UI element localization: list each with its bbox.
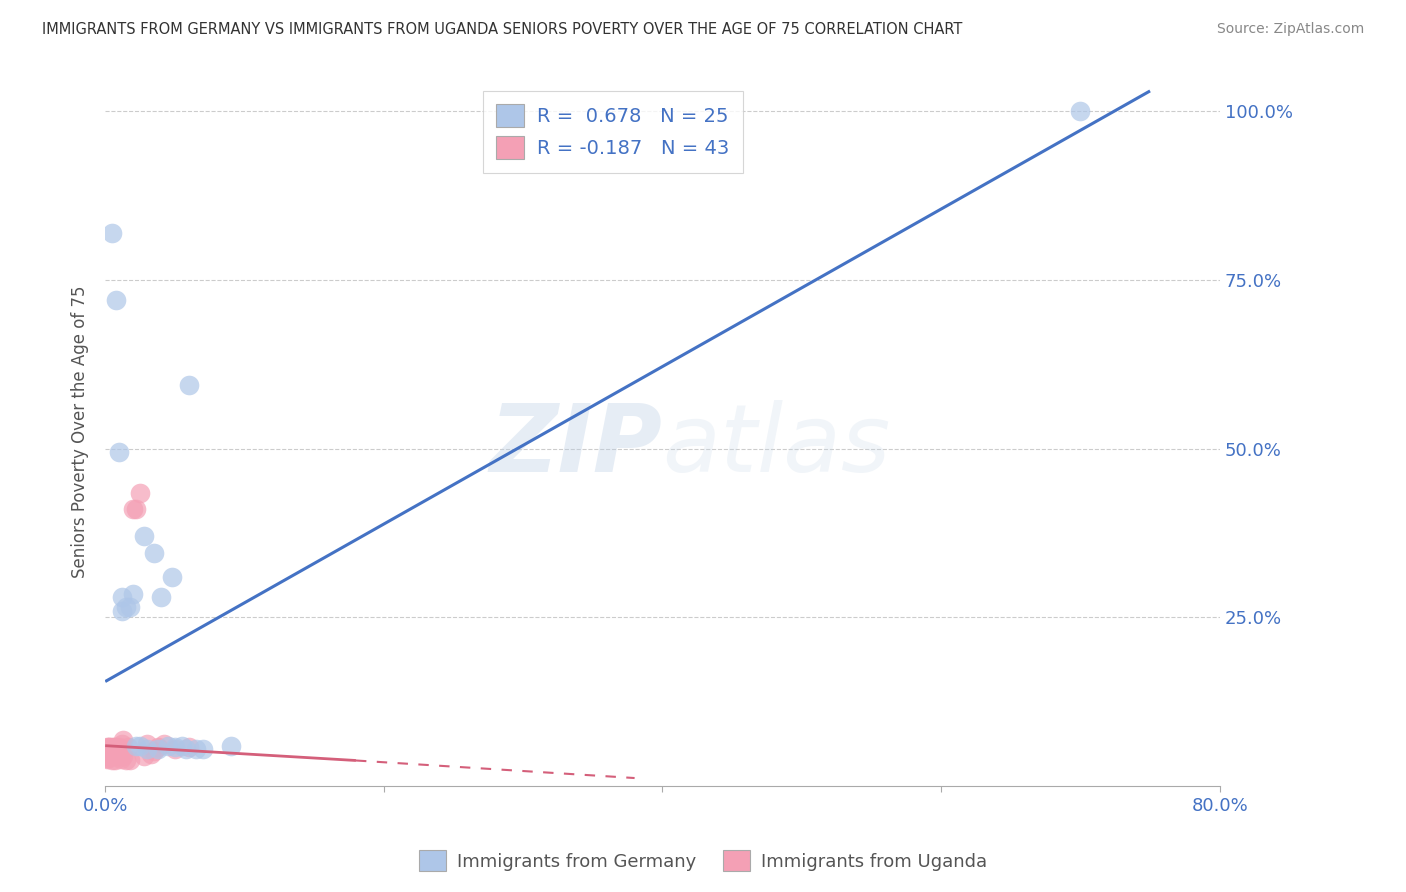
Point: [96, 742, 118, 756]
Point: [143, 744, 166, 758]
Point: [191, 742, 214, 756]
Point: [104, 754, 127, 768]
Text: Source: ZipAtlas.com: Source: ZipAtlas.com: [1216, 22, 1364, 37]
Point: [115, 600, 138, 615]
Point: [96, 742, 118, 756]
Point: [105, 748, 128, 763]
Point: [184, 742, 207, 756]
Point: [111, 590, 134, 604]
Legend: R =  0.678   N = 25, R = -0.187   N = 43: R = 0.678 N = 25, R = -0.187 N = 43: [482, 91, 742, 172]
Point: [105, 293, 128, 308]
Point: [170, 739, 193, 753]
Point: [136, 742, 159, 756]
Point: [120, 754, 142, 768]
Point: [108, 747, 131, 761]
Point: [115, 754, 138, 768]
Point: [103, 739, 125, 754]
Point: [143, 546, 166, 560]
Text: IMMIGRANTS FROM GERMANY VS IMMIGRANTS FROM UGANDA SENIORS POVERTY OVER THE AGE O: IMMIGRANTS FROM GERMANY VS IMMIGRANTS FR…: [42, 22, 963, 37]
Point: [101, 226, 124, 240]
Point: [96, 739, 118, 754]
Point: [122, 587, 145, 601]
Point: [103, 744, 125, 758]
Point: [100, 748, 122, 763]
Text: ZIP: ZIP: [489, 400, 662, 492]
Point: [146, 742, 169, 756]
Point: [101, 739, 124, 754]
Point: [101, 754, 124, 768]
Point: [97, 748, 120, 763]
Point: [129, 485, 152, 500]
Point: [112, 733, 135, 747]
Point: [117, 739, 139, 754]
Point: [125, 739, 148, 753]
Point: [120, 600, 142, 615]
Point: [100, 748, 122, 763]
Point: [156, 739, 179, 753]
Point: [98, 739, 121, 754]
Text: atlas: atlas: [662, 401, 891, 491]
Point: [177, 739, 200, 754]
Point: [136, 737, 159, 751]
Point: [177, 377, 200, 392]
Point: [111, 737, 134, 751]
Point: [97, 744, 120, 758]
Point: [174, 742, 197, 756]
Point: [163, 742, 186, 756]
Point: [112, 748, 135, 763]
Y-axis label: Seniors Poverty Over the Age of 75: Seniors Poverty Over the Age of 75: [72, 285, 89, 578]
Point: [134, 529, 156, 543]
Point: [152, 737, 174, 751]
Point: [163, 739, 186, 754]
Point: [141, 747, 163, 761]
Point: [110, 752, 132, 766]
Point: [98, 747, 121, 761]
Point: [146, 739, 169, 754]
Point: [122, 502, 145, 516]
Point: [125, 502, 148, 516]
Point: [129, 739, 152, 753]
Point: [111, 604, 134, 618]
Point: [108, 445, 131, 459]
Point: [160, 570, 183, 584]
Point: [101, 747, 124, 761]
Point: [219, 739, 242, 753]
Point: [97, 742, 120, 756]
Point: [105, 739, 128, 754]
Point: [134, 748, 156, 763]
Point: [98, 739, 121, 754]
Legend: Immigrants from Germany, Immigrants from Uganda: Immigrants from Germany, Immigrants from…: [412, 843, 994, 879]
Point: [149, 590, 172, 604]
Point: [107, 744, 129, 758]
Point: [100, 742, 122, 756]
Point: [108, 739, 131, 754]
Point: [96, 752, 118, 766]
Point: [1069, 104, 1091, 119]
Point: [96, 751, 118, 765]
